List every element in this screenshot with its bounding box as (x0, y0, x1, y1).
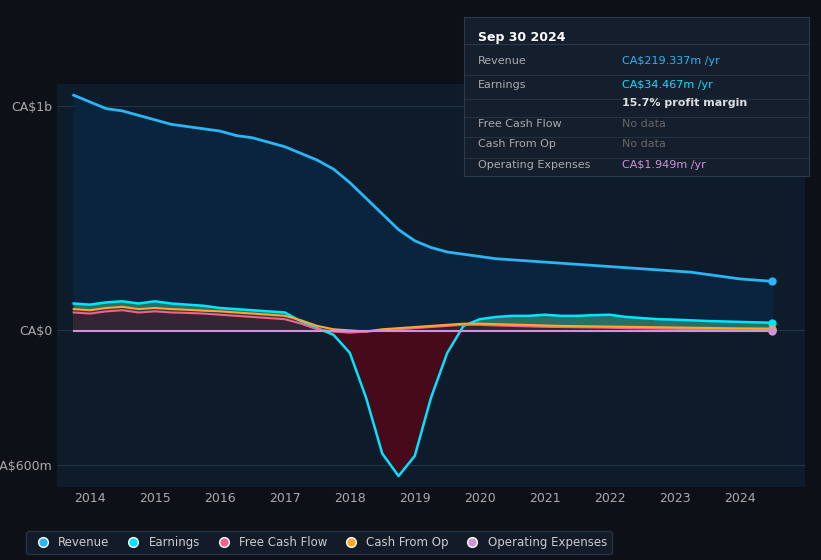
Text: CA$1.949m /yr: CA$1.949m /yr (622, 160, 706, 170)
Text: Revenue: Revenue (478, 57, 526, 67)
Legend: Revenue, Earnings, Free Cash Flow, Cash From Op, Operating Expenses: Revenue, Earnings, Free Cash Flow, Cash … (26, 531, 612, 554)
Text: Cash From Op: Cash From Op (478, 139, 556, 150)
Text: 15.7% profit margin: 15.7% profit margin (622, 98, 748, 108)
Text: Earnings: Earnings (478, 81, 526, 90)
Text: No data: No data (622, 119, 667, 129)
Text: No data: No data (622, 139, 667, 150)
Text: Sep 30 2024: Sep 30 2024 (478, 31, 565, 44)
Text: Operating Expenses: Operating Expenses (478, 160, 590, 170)
Text: CA$34.467m /yr: CA$34.467m /yr (622, 81, 713, 90)
Text: Free Cash Flow: Free Cash Flow (478, 119, 562, 129)
Text: CA$219.337m /yr: CA$219.337m /yr (622, 57, 720, 67)
